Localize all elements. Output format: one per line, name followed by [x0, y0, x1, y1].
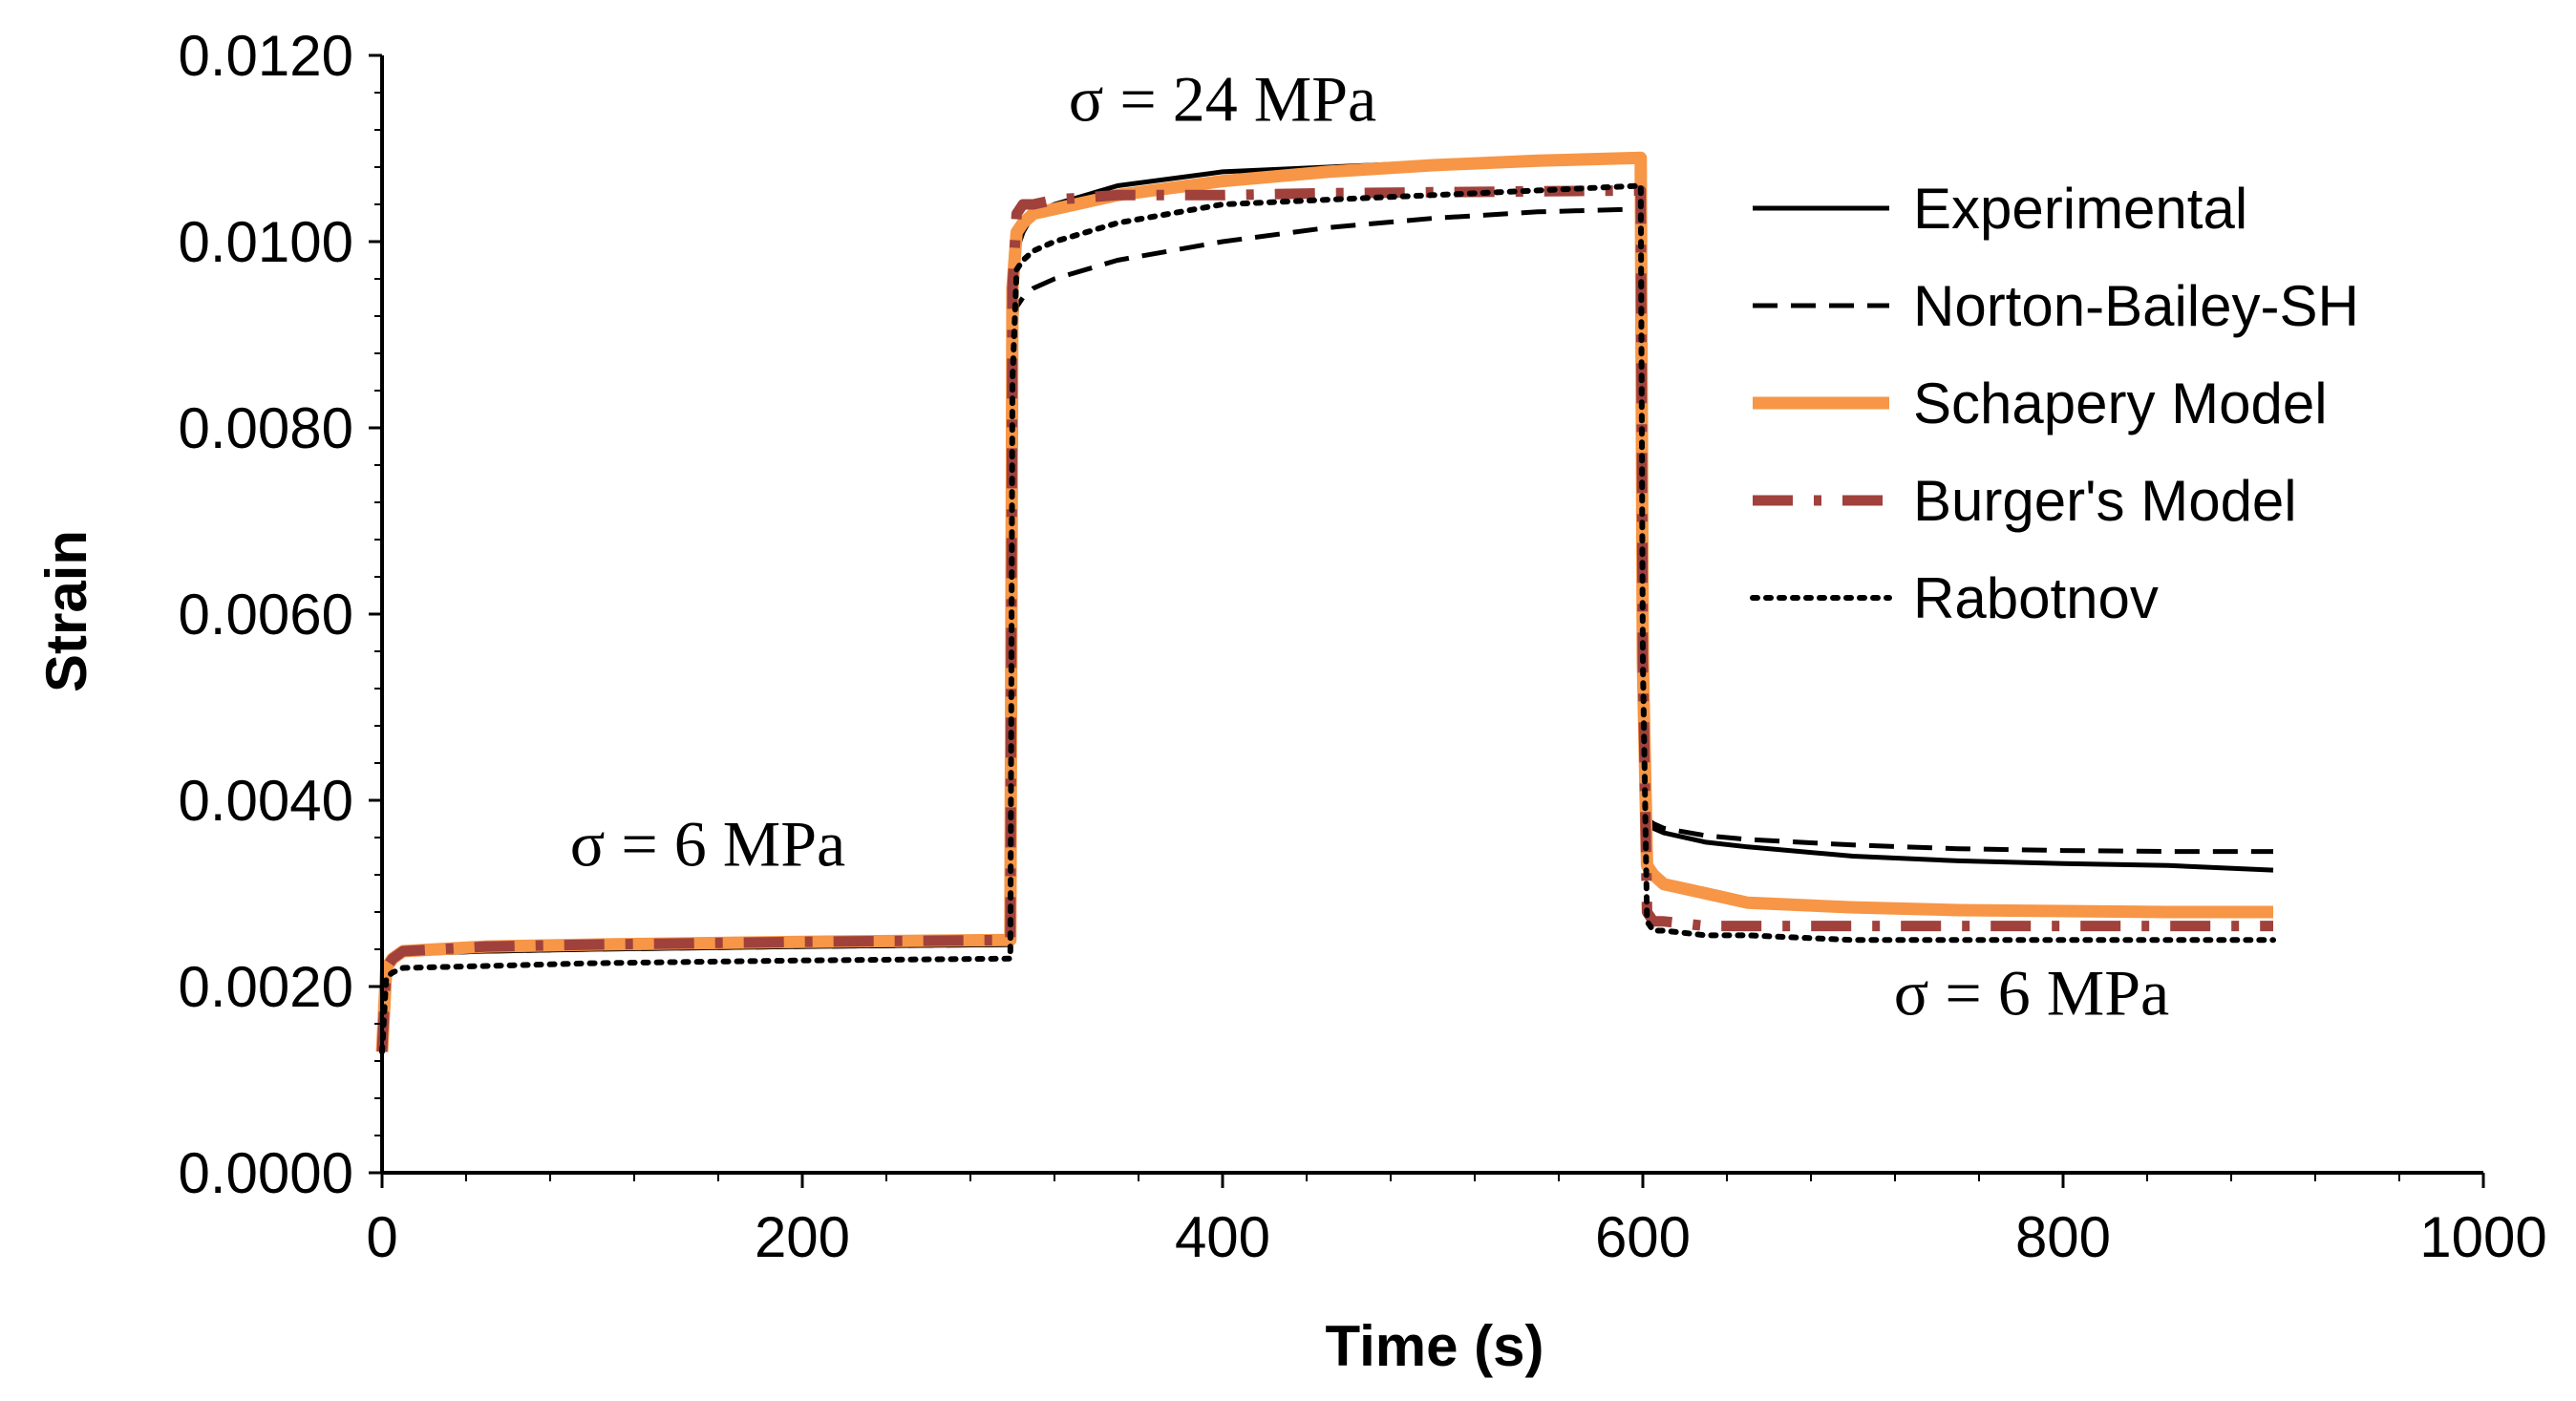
y-tick-label: 0.0080 — [178, 396, 353, 460]
y-tick-label: 0.0060 — [178, 583, 353, 647]
y-tick-label: 0.0120 — [178, 24, 353, 88]
y-axis-title: Strain — [34, 530, 98, 692]
y-tick-label: 0.0000 — [178, 1141, 353, 1205]
legend-label: Burger's Model — [1913, 469, 2297, 533]
y-tick-label: 0.0040 — [178, 769, 353, 833]
y-tick-label: 0.0100 — [178, 210, 353, 274]
stress-annotation: σ = 6 MPa — [1894, 956, 2169, 1029]
y-tick-label: 0.0020 — [178, 955, 353, 1019]
stress-annotation: σ = 6 MPa — [570, 807, 845, 880]
x-tick-label: 1000 — [2419, 1205, 2546, 1269]
legend-label: Schapery Model — [1913, 371, 2328, 435]
x-axis-title: Time (s) — [1326, 1314, 1544, 1378]
x-tick-label: 200 — [755, 1205, 850, 1269]
series-layer — [375, 151, 2276, 1055]
series-line-rabotnov — [379, 182, 2276, 1055]
legend-label: Rabotnov — [1913, 566, 2159, 630]
legend: Experimental Norton-Bailey-SH Schapery Mod… — [1750, 177, 2359, 630]
stress-annotation: σ = 24 MPa — [1069, 62, 1376, 135]
legend-label: Norton-Bailey-SH — [1913, 274, 2359, 338]
x-tick-label: 0 — [366, 1205, 397, 1269]
x-tick-label: 400 — [1175, 1205, 1270, 1269]
ticks-layer: 0.0000 0.0020 0.0040 0.0060 0.0080 0.0100 0.01… — [178, 24, 2546, 1269]
annotation-layer: σ = 24 MPa σ = 6 MPa σ = 6 MPa — [570, 62, 2169, 1029]
x-tick-label: 800 — [2015, 1205, 2111, 1269]
legend-label: Experimental — [1913, 177, 2247, 241]
series-line-burger-s-model — [376, 184, 2273, 1052]
x-tick-label: 600 — [1595, 1205, 1691, 1269]
